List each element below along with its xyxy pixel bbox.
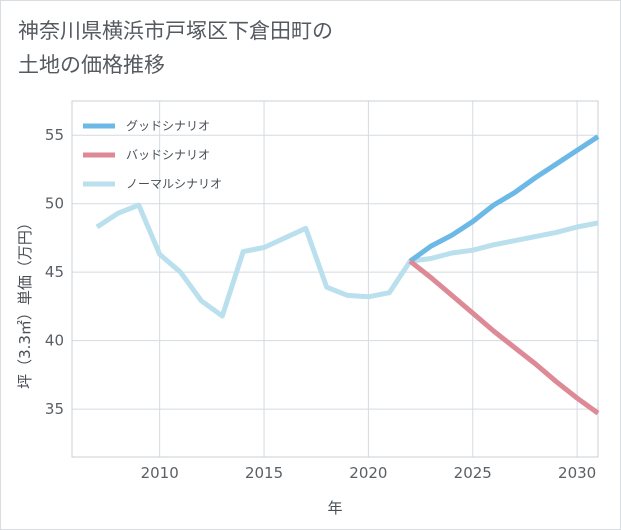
y-axis-label: 坪（3.3㎡）単価（万円） <box>16 215 34 389</box>
y-tick-label: 35 <box>45 400 64 418</box>
plot-border <box>71 100 599 458</box>
x-tick-label: 2010 <box>141 464 179 482</box>
y-tick-label: 55 <box>45 126 64 144</box>
series-line-0 <box>408 134 600 264</box>
x-tick-label: 2020 <box>349 464 387 482</box>
legend-label: ノーマルシナリオ <box>126 177 222 191</box>
x-tick-label: 2015 <box>245 464 283 482</box>
x-tick-label: 2025 <box>454 464 492 482</box>
tick-labels: 35 40 45 50 55 2010 2015 2020 2025 2030 <box>45 126 596 482</box>
legend-label: グッドシナリオ <box>126 119 210 133</box>
chart-title: 神奈川県横浜市戸塚区下倉田町の 土地の価格推移 <box>18 19 333 77</box>
y-tick-label: 50 <box>45 195 64 213</box>
series-line-1 <box>408 259 600 416</box>
x-tick-label: 2030 <box>558 464 596 482</box>
y-tick-label: 40 <box>45 332 64 350</box>
series-line-2 <box>95 202 599 319</box>
legend-label: バッドシナリオ <box>126 148 210 162</box>
x-axis-label: 年 <box>327 499 342 517</box>
series-lines <box>95 134 600 416</box>
y-tick-label: 45 <box>45 263 64 281</box>
